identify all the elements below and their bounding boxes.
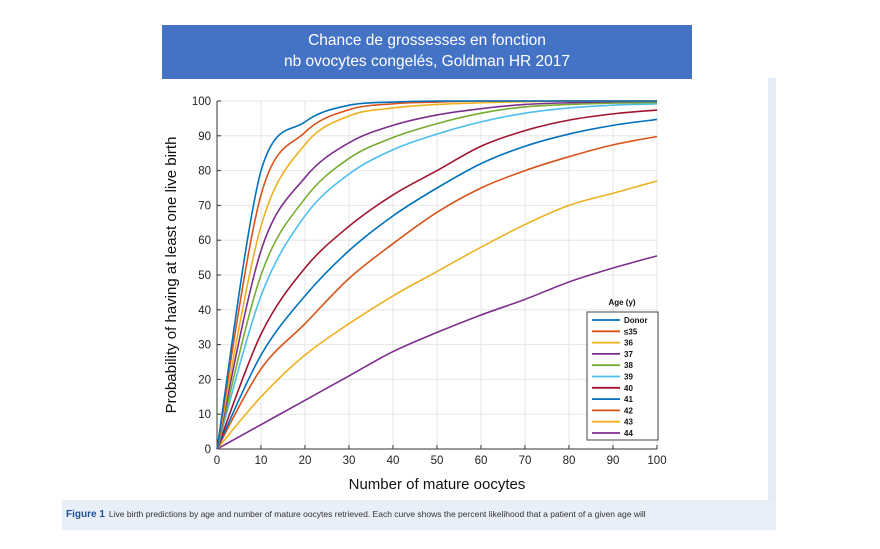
legend-label: Donor [624, 316, 648, 325]
legend: Age (y) Donor ≤35 36 37 38 39 40 41 42 43 44 [586, 298, 659, 441]
legend-label: 42 [624, 406, 633, 415]
banner-line-1: Chance de grossesses en fonction [308, 32, 546, 49]
x-tick-label: 100 [647, 455, 666, 467]
series-line-39 [216, 102, 658, 450]
figure-caption: Figure 1 Live birth predictions by age an… [66, 509, 646, 520]
y-tick-label: 70 [198, 200, 211, 212]
series-line-42 [216, 135, 658, 450]
x-tick-label: 60 [475, 455, 488, 467]
y-tick-label: 90 [198, 131, 211, 143]
x-tick-label: 40 [387, 455, 400, 467]
x-tick-label: 90 [607, 455, 620, 467]
caption-band [62, 500, 776, 530]
title-banner: Chance de grossesses en fonction nb ovoc… [162, 25, 692, 79]
y-tick-label: 80 [198, 166, 211, 178]
x-axis-label: Number of mature oocytes [349, 476, 526, 493]
series-lines [216, 100, 658, 450]
legend-label: 44 [624, 429, 633, 438]
x-tick-label: 10 [255, 455, 268, 467]
y-tick-label: 30 [198, 340, 211, 352]
caption-label: Figure 1 [66, 509, 105, 520]
series-line-44 [216, 255, 658, 450]
y-tick-label: 50 [198, 270, 211, 282]
series-line-43 [216, 180, 658, 450]
series-line-Donor [216, 100, 657, 450]
y-tick-label: 10 [198, 409, 211, 421]
legend-label: 40 [624, 384, 633, 393]
y-tick-label: 20 [198, 374, 211, 386]
legend-label: 43 [624, 418, 633, 427]
y-tick-label: 100 [192, 96, 211, 108]
y-tick-label: 40 [198, 305, 211, 317]
legend-label: 38 [624, 361, 633, 370]
x-tick-label: 20 [299, 455, 312, 467]
y-tick-label: 60 [198, 235, 211, 247]
legend-label: 37 [624, 350, 633, 359]
legend-label: 39 [624, 373, 633, 382]
series-line-40 [216, 109, 658, 450]
legend-label: 41 [624, 395, 633, 404]
x-tick-label: 50 [431, 455, 444, 467]
legend-label: ≤35 [624, 327, 638, 336]
series-line-37 [216, 100, 658, 450]
x-tick-label: 70 [519, 455, 532, 467]
caption-text: Live birth predictions by age and number… [108, 509, 646, 519]
series-line-41 [216, 118, 658, 450]
banner-line-2: nb ovocytes congelés, Goldman HR 2017 [283, 53, 571, 70]
axes: 0 10 20 30 40 50 60 70 80 90 100 0 10 20 30 40 50 60 70 80 9… [192, 96, 667, 467]
x-tick-label: 0 [214, 455, 220, 467]
series-line-38 [216, 101, 658, 450]
legend-title: Age (y) [608, 298, 635, 307]
y-tick-label: 0 [205, 444, 211, 456]
x-tick-label: 80 [563, 455, 576, 467]
x-tick-label: 30 [343, 455, 356, 467]
legend-label: 36 [624, 339, 633, 348]
y-axis-label: Probability of having at least one live … [163, 137, 180, 414]
